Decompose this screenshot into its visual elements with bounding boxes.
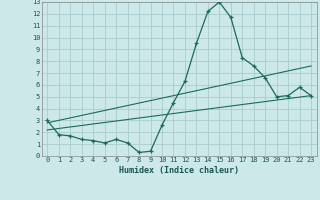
X-axis label: Humidex (Indice chaleur): Humidex (Indice chaleur) — [119, 166, 239, 175]
